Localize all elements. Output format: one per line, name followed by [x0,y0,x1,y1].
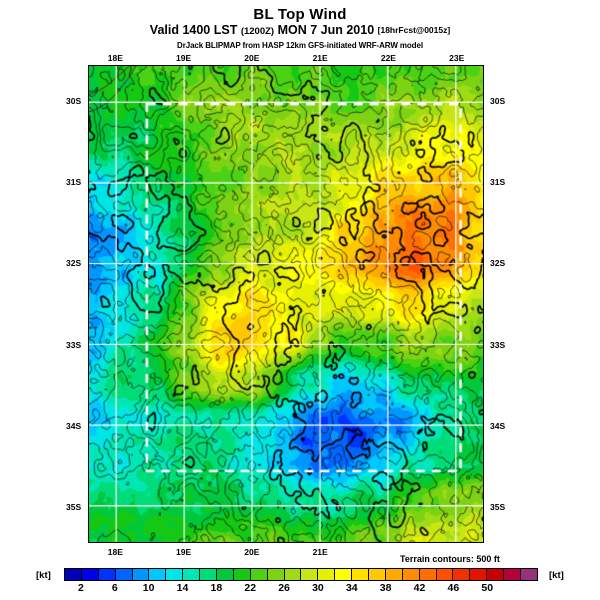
colorbar-tick-50: 50 [481,582,494,594]
title-block: BL Top Wind Valid 1400 LST (1200Z) MON 7… [0,0,600,51]
colorbar-unit-left: [kt] [36,570,51,581]
colorbar-swatch-1 [81,569,99,580]
colorbar-tick-18: 18 [210,582,223,594]
lon-tick-bottom-20E: 20E [244,547,260,557]
lon-tick-top-22E: 22E [380,53,396,63]
colorbar-unit-right: [kt] [549,570,564,581]
colorbar-swatch-22 [436,569,454,580]
colorbar: [kt] 2 6 10 14 18 22 26 30 34 38 42 46 50 [kt] [0,566,600,600]
lat-tick-right-34S: 34S [490,420,506,431]
colorbar-swatch-14 [301,569,319,580]
lat-tick-right-30S: 30S [490,96,506,107]
colorbar-swatch-26 [504,569,522,580]
lon-tick-top-19E: 19E [176,53,192,63]
lat-tick-left-33S: 33S [66,339,82,350]
lon-tick-top-21E: 21E [312,53,328,63]
colorbar-tick-2: 2 [78,582,84,594]
terrain-contour-note: Terrain contours: 500 ft [400,554,500,564]
colorbar-swatches [64,568,538,581]
colorbar-swatch-8 [200,569,218,580]
colorbar-swatch-10 [233,569,251,580]
lat-tick-left-34S: 34S [66,420,82,431]
colorbar-swatch-7 [183,569,201,580]
colorbar-swatch-17 [352,569,370,580]
colorbar-swatch-6 [166,569,184,580]
colorbar-swatch-13 [284,569,302,580]
lat-tick-left-30S: 30S [66,96,82,107]
lon-tick-bottom-21E: 21E [312,547,328,557]
valid-time-zulu: (1200Z) [240,26,275,37]
lat-tick-right-32S: 32S [490,258,506,269]
colorbar-swatch-15 [318,569,336,580]
lat-tick-left-32S: 32S [66,258,82,269]
colorbar-ticks: 2 6 10 14 18 22 26 30 34 38 42 46 50 [64,582,538,596]
lat-tick-left-35S: 35S [66,501,82,512]
colorbar-tick-46: 46 [447,582,460,594]
map-plot-area[interactable] [88,65,484,543]
lon-tick-bottom-19E: 19E [176,547,192,557]
lon-tick-bottom-18E: 18E [107,547,123,557]
lat-tick-left-31S: 31S [66,177,82,188]
lat-tick-right-35S: 35S [490,501,506,512]
colorbar-tick-42: 42 [413,582,426,594]
colorbar-swatch-18 [369,569,386,580]
colorbar-tick-14: 14 [176,582,189,594]
model-attribution: DrJack BLIPMAP from HASP 12km GFS-initia… [177,41,423,50]
colorbar-swatch-0 [65,569,82,580]
colorbar-tick-10: 10 [142,582,155,594]
colorbar-tick-26: 26 [278,582,290,594]
colorbar-swatch-16 [335,569,353,580]
page-title: BL Top Wind [253,6,347,23]
valid-date-text: MON 7 Jun 2010 [277,23,375,37]
lon-tick-top-23E: 23E [449,53,465,63]
colorbar-swatch-4 [132,569,150,580]
lon-tick-top-20E: 20E [244,53,260,63]
colorbar-tick-22: 22 [244,582,257,594]
colorbar-swatch-12 [267,569,285,580]
lat-tick-right-31S: 31S [490,177,506,188]
colorbar-tick-30: 30 [312,582,324,594]
colorbar-tick-34: 34 [345,582,358,594]
valid-time-subtitle: Valid 1400 LST (1200Z) MON 7 Jun 2010 [1… [0,23,600,39]
map-overlays [89,66,483,542]
colorbar-swatch-24 [470,569,488,580]
valid-time-text: Valid 1400 LST [149,23,238,37]
colorbar-swatch-11 [250,569,268,580]
colorbar-swatch-5 [149,569,167,580]
lon-tick-top-18E: 18E [107,53,123,63]
colorbar-swatch-21 [419,569,437,580]
colorbar-swatch-2 [98,569,116,580]
lat-tick-right-33S: 33S [490,339,506,350]
colorbar-swatch-3 [115,569,133,580]
colorbar-swatch-20 [402,569,420,580]
colorbar-swatch-23 [453,569,471,580]
colorbar-swatch-25 [487,569,505,580]
forecast-tag: [18hrFcst@0015z] [377,25,451,35]
colorbar-tick-6: 6 [111,582,118,594]
colorbar-tick-38: 38 [379,582,392,594]
colorbar-swatch-19 [385,569,403,580]
colorbar-swatch-27 [521,569,537,580]
colorbar-swatch-9 [217,569,234,580]
